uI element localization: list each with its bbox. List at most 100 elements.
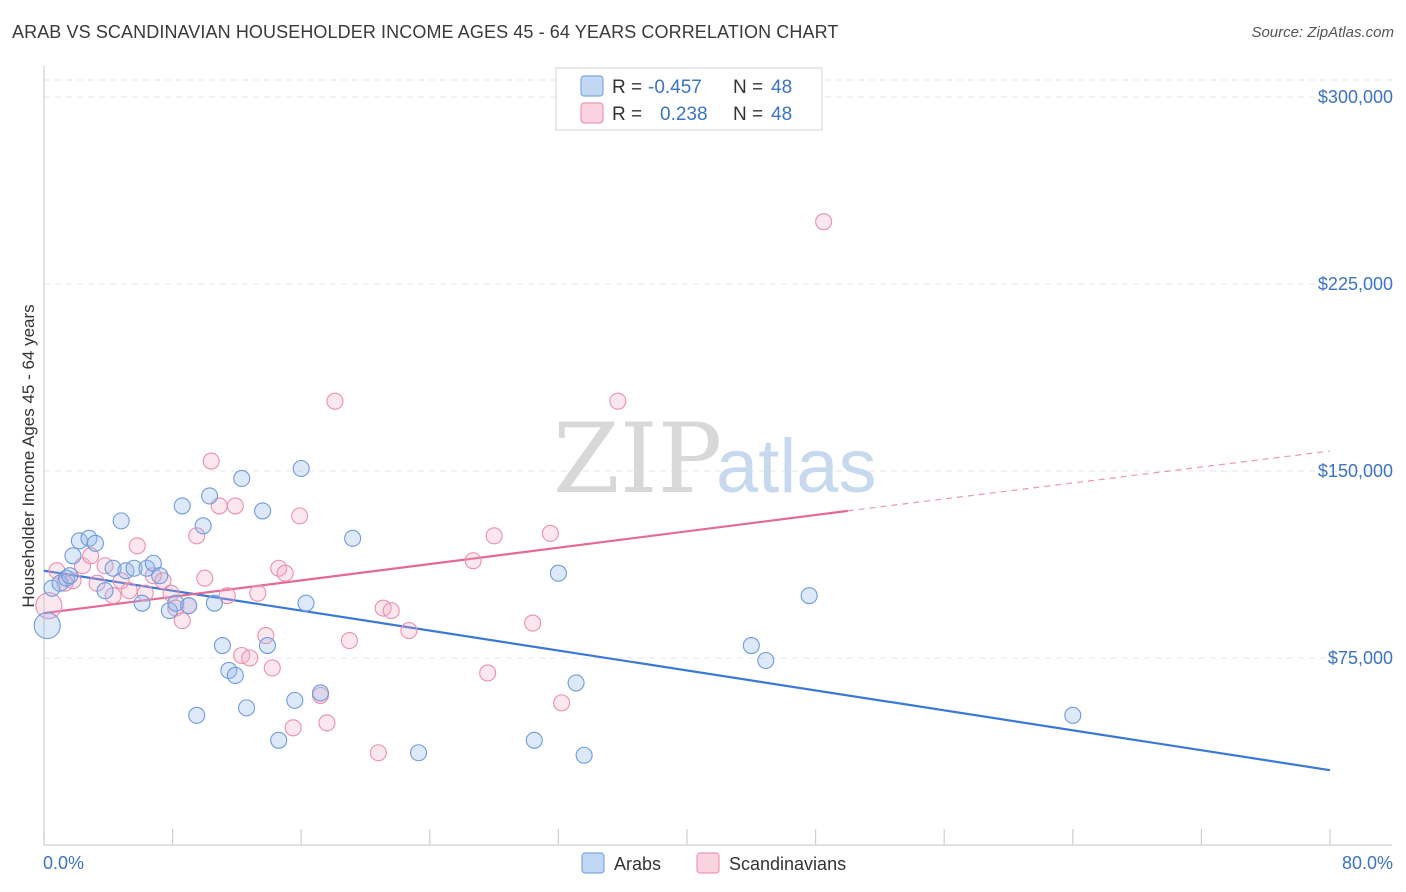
arabs-point [64,547,82,565]
scandinavians-point [276,564,294,582]
arabs-point [344,529,362,547]
arabs-point [86,534,104,552]
arabs-point [125,559,143,577]
scandinavians-point [326,392,344,410]
legend-arabs-r-label: R = [612,77,642,98]
arabs-points [33,459,1082,764]
scandinavians-points [35,213,833,762]
x-tick-label-min: 0.0% [43,853,84,873]
arabs-point [1064,706,1082,724]
y-tick-label-3: $300,000 [1318,87,1393,107]
arabs-point [525,731,543,749]
legend-arabs-r-value: -0.457 [648,77,702,98]
arabs-point [226,666,244,685]
scandinavians-point [609,392,627,410]
scandinavians-point [120,582,138,600]
scandinavians-point [249,584,267,602]
arabs-point [233,469,251,488]
bottom-legend-swatch-scandinavians [696,852,720,874]
arabs-point [237,699,256,717]
arabs-point [96,582,114,600]
scandinavians-point [263,659,281,677]
x-tick-labels: 0.0% 80.0% [43,853,1393,873]
watermark: ZIP atlas [553,403,877,515]
arabs-point [292,459,310,478]
x-tick-label-max: 80.0% [1342,853,1393,873]
grid-lines [44,79,1392,659]
legend-arabs-n-value: 48 [771,77,792,98]
bottom-legend-label-scandinavians: Scandinavians [729,854,846,874]
arabs-point [742,636,760,655]
arabs-point [104,559,122,577]
arabs-point [151,567,169,585]
arabs-point [286,691,304,709]
arabs-point [57,569,76,587]
source-note: Source: ZipAtlas.com [1251,24,1394,41]
arabs-point [61,567,79,585]
arabs-point [194,517,212,535]
arabs-point [757,651,775,670]
scandinavians-point [136,584,154,602]
y-tick-label-2: $225,000 [1318,274,1393,294]
legend-swatch-arabs [580,75,604,97]
scandinavians-point [104,587,122,605]
watermark-atlas: atlas [716,424,877,509]
arabs-point [173,497,191,515]
scandinavians-point [218,587,236,605]
scandinavians-point [815,213,833,231]
scandinavians-point [154,572,172,590]
scandinavians-point [485,527,503,545]
scandinavians-point [400,622,418,640]
arabs-point [297,594,315,612]
scandinavians-point [369,744,387,762]
scandinavians-point [340,631,358,650]
legend-swatch-scandinavians [580,102,604,124]
scandinavians-point [202,452,220,470]
chart-title: ARAB VS SCANDINAVIAN HOUSEHOLDER INCOME … [12,22,839,42]
arabs-point [800,587,818,605]
legend-scand-r-value: 0.238 [660,104,708,125]
bottom-legend: Arabs Scandinavians [581,852,846,874]
arabs-point [167,594,185,612]
watermark-zip: ZIP [553,403,722,515]
trend-line-arabs [43,569,1331,772]
scandinavians-point [226,497,244,515]
arabs-point [180,597,198,615]
legend-arabs-n-label: N = [733,77,763,98]
scandinavians-point [188,527,206,545]
legend-scand-r-label: R = [612,104,642,125]
trend-line-scandinavians-extension [847,450,1331,512]
legend-scand-n-label: N = [733,104,763,125]
arabs-point [112,512,130,530]
scandinavians-point [318,714,336,732]
scandinavians-point [284,719,302,737]
arabs-point [205,594,223,612]
scandinavians-point [35,592,63,620]
y-tick-label-1: $150,000 [1318,461,1393,481]
arabs-point [43,579,61,597]
arabs-point [567,674,585,692]
scandinavians-point [479,664,497,682]
scandinavians-point [128,537,146,555]
arabs-point [201,487,219,505]
scandinavians-point [241,649,259,667]
arabs-point [188,706,206,724]
scandinavians-point [173,612,191,630]
y-axis-label: Householder Income Ages 45 - 64 years [19,304,38,607]
arabs-point [311,684,330,702]
legend: R = -0.457 N = 48 R = 0.238 N = 48 [555,67,823,131]
scandinavians-point [196,569,214,587]
arabs-point [270,731,288,749]
arabs-point [133,594,151,612]
arabs-point [254,502,272,520]
scandinavians-point [541,524,559,542]
legend-scand-n-value: 48 [771,104,792,125]
arabs-point [213,636,231,655]
arabs-point [549,564,567,582]
scandinavians-point [553,694,571,712]
arabs-point [409,744,428,762]
arabs-point [258,636,276,655]
bottom-legend-swatch-arabs [581,852,605,874]
y-tick-labels: $75,000 $150,000 $225,000 $300,000 [1318,87,1393,668]
